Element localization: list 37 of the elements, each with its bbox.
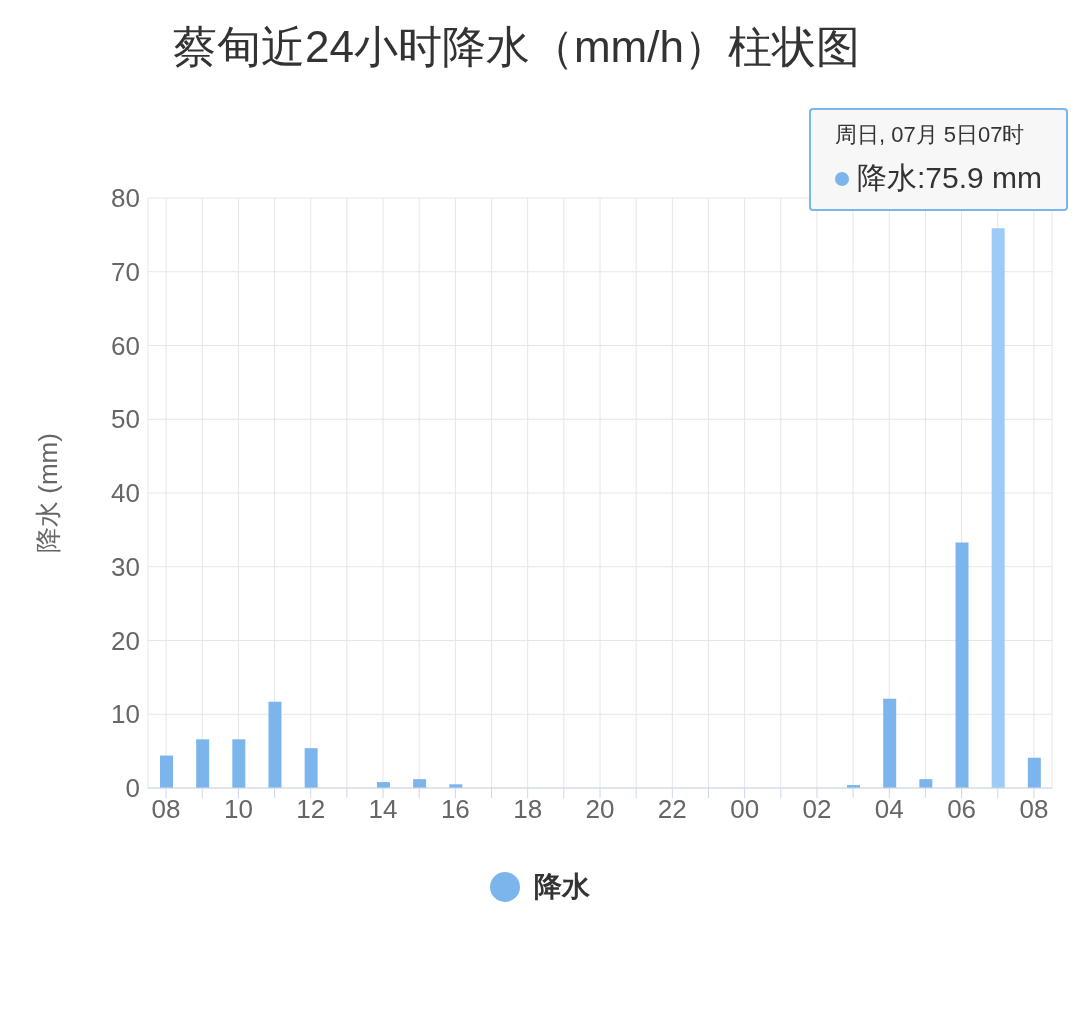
x-tick-label: 00 <box>730 794 760 825</box>
y-tick-label: 30 <box>111 551 140 582</box>
x-tick-label: 20 <box>585 794 615 825</box>
y-tick-label: 10 <box>111 699 140 730</box>
x-tick-label: 10 <box>223 794 253 825</box>
bar <box>883 698 897 788</box>
y-tick-label: 0 <box>125 773 140 804</box>
x-tick-label: 04 <box>874 794 904 825</box>
bar <box>232 739 246 788</box>
y-tick-label: 20 <box>111 625 140 656</box>
bar <box>160 755 173 788</box>
y-tick-label: 70 <box>111 256 140 287</box>
bar <box>268 701 282 788</box>
x-tick-label: 22 <box>657 794 687 825</box>
bar <box>955 542 969 788</box>
bar <box>991 228 1005 788</box>
x-tick-label: 08 <box>1019 794 1049 825</box>
bar <box>919 779 933 788</box>
bar <box>304 748 318 788</box>
y-tick-label: 80 <box>111 183 140 214</box>
y-tick-label: 40 <box>111 478 140 509</box>
x-tick-label: 12 <box>296 794 326 825</box>
bar <box>196 739 210 788</box>
chart-title: 蔡甸近24小时降水（mm/h）柱状图 <box>172 21 861 73</box>
bar <box>413 779 427 788</box>
y-axis-title: 降水 (mm) <box>33 433 64 553</box>
x-tick-label: 02 <box>802 794 832 825</box>
x-tick-label: 18 <box>513 794 543 825</box>
x-tick-label: 16 <box>440 794 470 825</box>
x-tick-label: 14 <box>368 794 398 825</box>
bar <box>1027 757 1041 788</box>
y-tick-label: 60 <box>111 330 140 361</box>
legend-label: 降水 <box>534 870 590 904</box>
x-tick-label: 06 <box>947 794 977 825</box>
tooltip-box: 周日, 07月 5日07时 降水:75.9 mm <box>808 108 1068 211</box>
x-tick-label: 08 <box>151 794 181 825</box>
y-tick-label: 50 <box>111 404 140 435</box>
